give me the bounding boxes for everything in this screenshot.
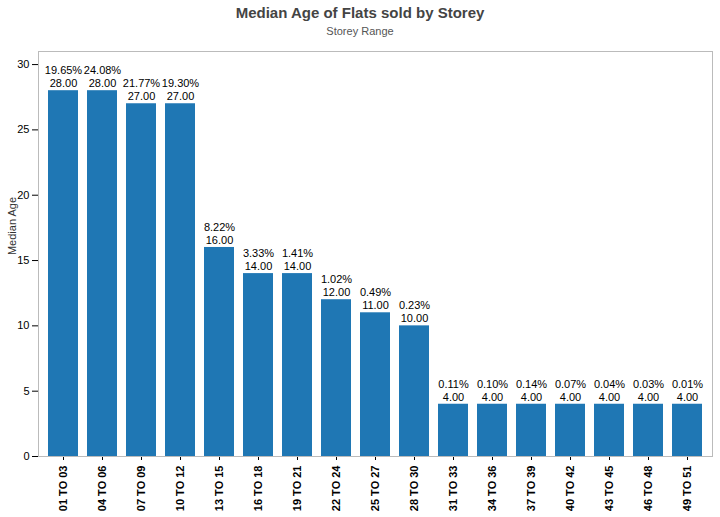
svg-text:0.49%: 0.49% bbox=[360, 286, 391, 298]
svg-text:07 TO 09: 07 TO 09 bbox=[135, 466, 147, 512]
svg-text:4.00: 4.00 bbox=[482, 391, 503, 403]
svg-text:4.00: 4.00 bbox=[521, 391, 542, 403]
svg-text:27.00: 27.00 bbox=[167, 90, 195, 102]
svg-text:4.00: 4.00 bbox=[677, 391, 698, 403]
svg-text:30: 30 bbox=[17, 58, 29, 70]
svg-text:40 TO 42: 40 TO 42 bbox=[564, 466, 576, 512]
svg-text:12.00: 12.00 bbox=[323, 286, 351, 298]
svg-text:1.41%: 1.41% bbox=[282, 247, 313, 259]
svg-text:34 TO 36: 34 TO 36 bbox=[486, 466, 498, 512]
svg-text:14.00: 14.00 bbox=[245, 260, 273, 272]
svg-text:21.77%: 21.77% bbox=[123, 77, 161, 89]
svg-text:46 TO 48: 46 TO 48 bbox=[642, 466, 654, 512]
svg-text:28.00: 28.00 bbox=[50, 77, 78, 89]
html-text:Median Age: Median Age bbox=[6, 197, 18, 256]
svg-text:4.00: 4.00 bbox=[443, 391, 464, 403]
svg-text:20: 20 bbox=[17, 189, 29, 201]
svg-text:27.00: 27.00 bbox=[128, 90, 156, 102]
svg-text:19.30%: 19.30% bbox=[162, 77, 200, 89]
svg-text:24.08%: 24.08% bbox=[84, 64, 122, 76]
svg-text:49 TO 51: 49 TO 51 bbox=[681, 466, 693, 512]
svg-text:25 TO 27: 25 TO 27 bbox=[369, 466, 381, 512]
svg-text:28.00: 28.00 bbox=[89, 77, 117, 89]
svg-text:01 TO 03: 01 TO 03 bbox=[57, 466, 69, 512]
svg-text:10: 10 bbox=[17, 319, 29, 331]
svg-text:3.33%: 3.33% bbox=[243, 247, 274, 259]
svg-text:10 TO 12: 10 TO 12 bbox=[174, 466, 186, 512]
svg-text:0.07%: 0.07% bbox=[555, 378, 586, 390]
svg-text:37 TO 39: 37 TO 39 bbox=[525, 466, 537, 512]
svg-text:31 TO 33: 31 TO 33 bbox=[447, 466, 459, 512]
svg-text:0.14%: 0.14% bbox=[516, 378, 547, 390]
svg-text:0.01%: 0.01% bbox=[672, 378, 703, 390]
svg-text:19.65%: 19.65% bbox=[45, 64, 83, 76]
svg-text:04 TO 06: 04 TO 06 bbox=[96, 466, 108, 512]
svg-text:0.11%: 0.11% bbox=[438, 378, 469, 390]
svg-text:11.00: 11.00 bbox=[362, 299, 389, 311]
svg-text:4.00: 4.00 bbox=[638, 391, 659, 403]
svg-text:4.00: 4.00 bbox=[599, 391, 620, 403]
svg-text:15: 15 bbox=[17, 254, 29, 266]
svg-text:0: 0 bbox=[23, 450, 29, 462]
svg-text:0.04%: 0.04% bbox=[594, 378, 625, 390]
svg-text:16 TO 18: 16 TO 18 bbox=[252, 466, 264, 512]
svg-text:0.23%: 0.23% bbox=[399, 299, 430, 311]
svg-text:0.10%: 0.10% bbox=[477, 378, 508, 390]
svg-text:8.22%: 8.22% bbox=[204, 221, 235, 233]
svg-text:43 TO 45: 43 TO 45 bbox=[603, 466, 615, 512]
svg-text:1.02%: 1.02% bbox=[321, 273, 352, 285]
svg-text:14.00: 14.00 bbox=[284, 260, 312, 272]
svg-text:4.00: 4.00 bbox=[560, 391, 581, 403]
svg-text:0.03%: 0.03% bbox=[633, 378, 664, 390]
svg-text:28 TO 30: 28 TO 30 bbox=[408, 466, 420, 512]
svg-text:25: 25 bbox=[17, 123, 29, 135]
svg-text:19 TO 21: 19 TO 21 bbox=[291, 466, 303, 512]
svg-text:16.00: 16.00 bbox=[206, 234, 234, 246]
svg-text:22 TO 24: 22 TO 24 bbox=[330, 465, 342, 512]
html-text:Storey Range: Storey Range bbox=[326, 25, 394, 37]
svg-text:13 TO 15: 13 TO 15 bbox=[213, 466, 225, 512]
svg-text:5: 5 bbox=[23, 385, 29, 397]
svg-text:10.00: 10.00 bbox=[401, 312, 429, 324]
html-text:Median Age of Flats sold by St: Median Age of Flats sold by Storey bbox=[235, 4, 485, 21]
